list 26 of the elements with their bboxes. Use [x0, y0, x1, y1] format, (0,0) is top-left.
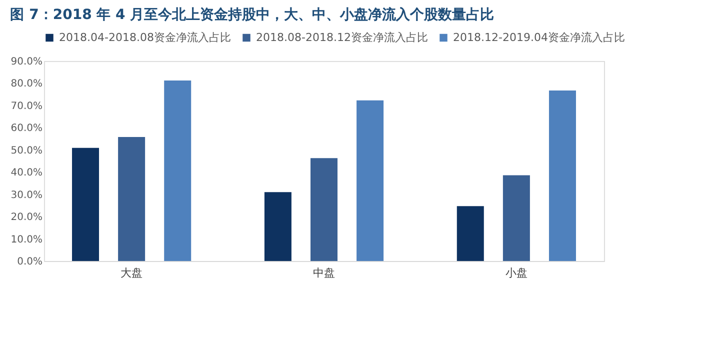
bar	[502, 175, 530, 261]
bar	[118, 137, 146, 261]
y-tick-label: 80.0%	[10, 78, 42, 90]
bar	[264, 192, 292, 261]
legend-label: 2018.04-2018.08资金净流入占比	[59, 30, 231, 44]
x-tick-label: 小盘	[505, 266, 528, 280]
y-tick-label: 40.0%	[10, 168, 42, 179]
bar	[456, 206, 484, 261]
y-tick-label: 90.0%	[10, 56, 42, 68]
x-tick-label: 中盘	[313, 266, 335, 280]
x-tick-label: 大盘	[120, 266, 143, 280]
legend-label: 2018.08-2018.12资金净流入占比	[256, 30, 428, 44]
bar	[164, 80, 192, 261]
bar	[356, 100, 384, 261]
bar	[72, 148, 100, 261]
bar	[548, 90, 576, 261]
y-tick-label: 50.0%	[10, 145, 42, 156]
y-tick-label: 30.0%	[10, 190, 42, 201]
y-tick-label: 70.0%	[10, 100, 42, 112]
y-tick-label: 0.0%	[17, 256, 42, 268]
y-tick-label: 20.0%	[10, 212, 42, 224]
bar	[310, 158, 338, 261]
y-tick-label: 10.0%	[10, 234, 42, 246]
legend-label: 2018.12-2019.04资金净流入占比	[453, 30, 625, 44]
chart-title: 图 7：2018 年 4 月至今北上资金持股中，大、中、小盘净流入个股数量占比	[10, 6, 494, 23]
y-tick-label: 60.0%	[10, 123, 42, 134]
